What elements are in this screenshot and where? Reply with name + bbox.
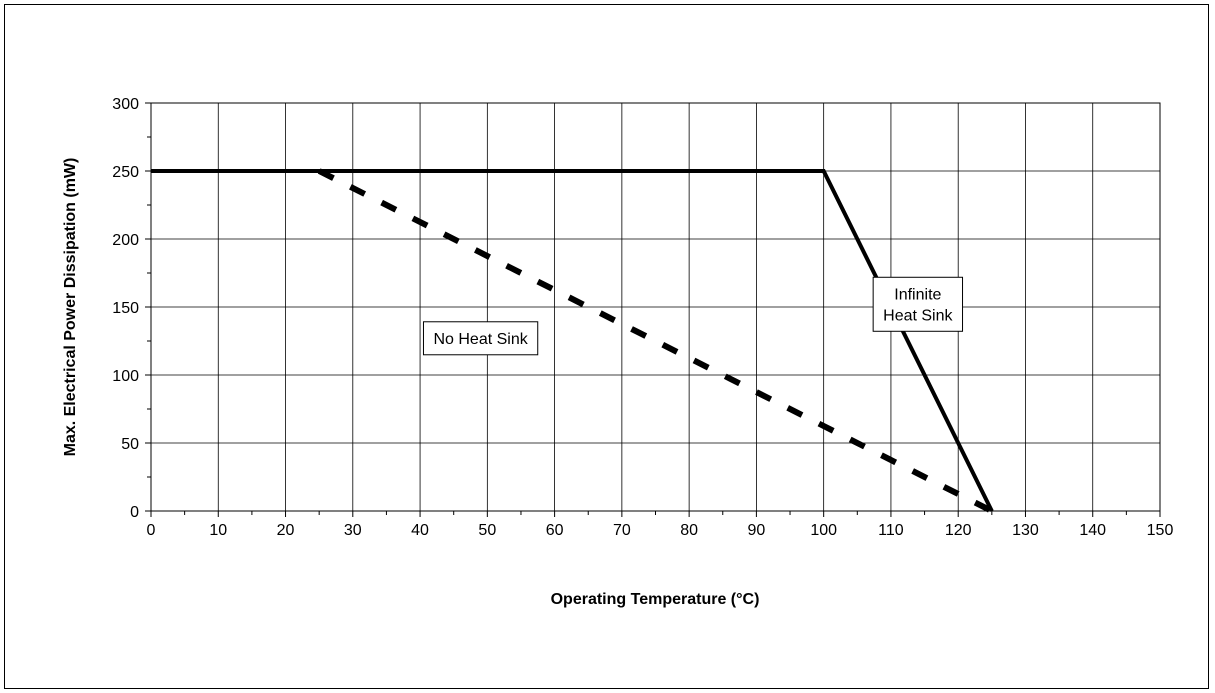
x-tick-label: 40: [411, 522, 429, 539]
y-tick-label: 50: [121, 436, 139, 453]
annotation-text: No Heat Sink: [433, 331, 528, 348]
x-tick-label: 60: [546, 522, 564, 539]
y-tick-label: 300: [112, 96, 139, 113]
x-tick-label: 70: [613, 522, 631, 539]
x-tick-label: 10: [209, 522, 227, 539]
x-tick-label: 30: [344, 522, 362, 539]
x-tick-label: 150: [1147, 522, 1174, 539]
annotation-box: No Heat Sink: [422, 321, 539, 356]
annotation-frame: [872, 276, 964, 332]
x-axis-title: Operating Temperature (°C): [551, 591, 760, 608]
plot-border: [150, 102, 1161, 512]
x-tick-label: 130: [1012, 522, 1039, 539]
y-tick-label: 150: [112, 300, 139, 317]
x-tick-label: 110: [878, 522, 904, 539]
x-tick-label: 100: [810, 522, 837, 539]
series-line-solid: [151, 169, 994, 512]
x-tick-label: 120: [945, 522, 972, 539]
y-tick-label: 200: [112, 232, 139, 249]
y-tick-label: 100: [112, 368, 139, 385]
axes: 0 10 20 30 40 50 60 70 80 90 100 110 120 130 140 150 0 50…: [112, 96, 1173, 539]
annotation-text: Infinite: [894, 286, 941, 303]
annotation-text: Heat Sink: [883, 307, 953, 324]
x-tick-label: 90: [748, 522, 766, 539]
x-tick-label: 20: [277, 522, 295, 539]
annotation-frame: [422, 321, 539, 356]
x-tick-label: 80: [680, 522, 698, 539]
x-tick-label: 0: [147, 522, 156, 539]
y-tick-label: 250: [112, 164, 139, 181]
x-tick-label: 140: [1079, 522, 1106, 539]
x-tick-label: 50: [478, 522, 496, 539]
y-axis-title: Max. Electrical Power Dissipation (mW): [62, 158, 79, 457]
series-layer: [151, 168, 994, 514]
annotation-box: Infinite Heat Sink: [872, 276, 964, 332]
annotations: No Heat Sink Infinite Heat Sink: [422, 276, 964, 356]
y-tick-label: 0: [130, 504, 139, 521]
